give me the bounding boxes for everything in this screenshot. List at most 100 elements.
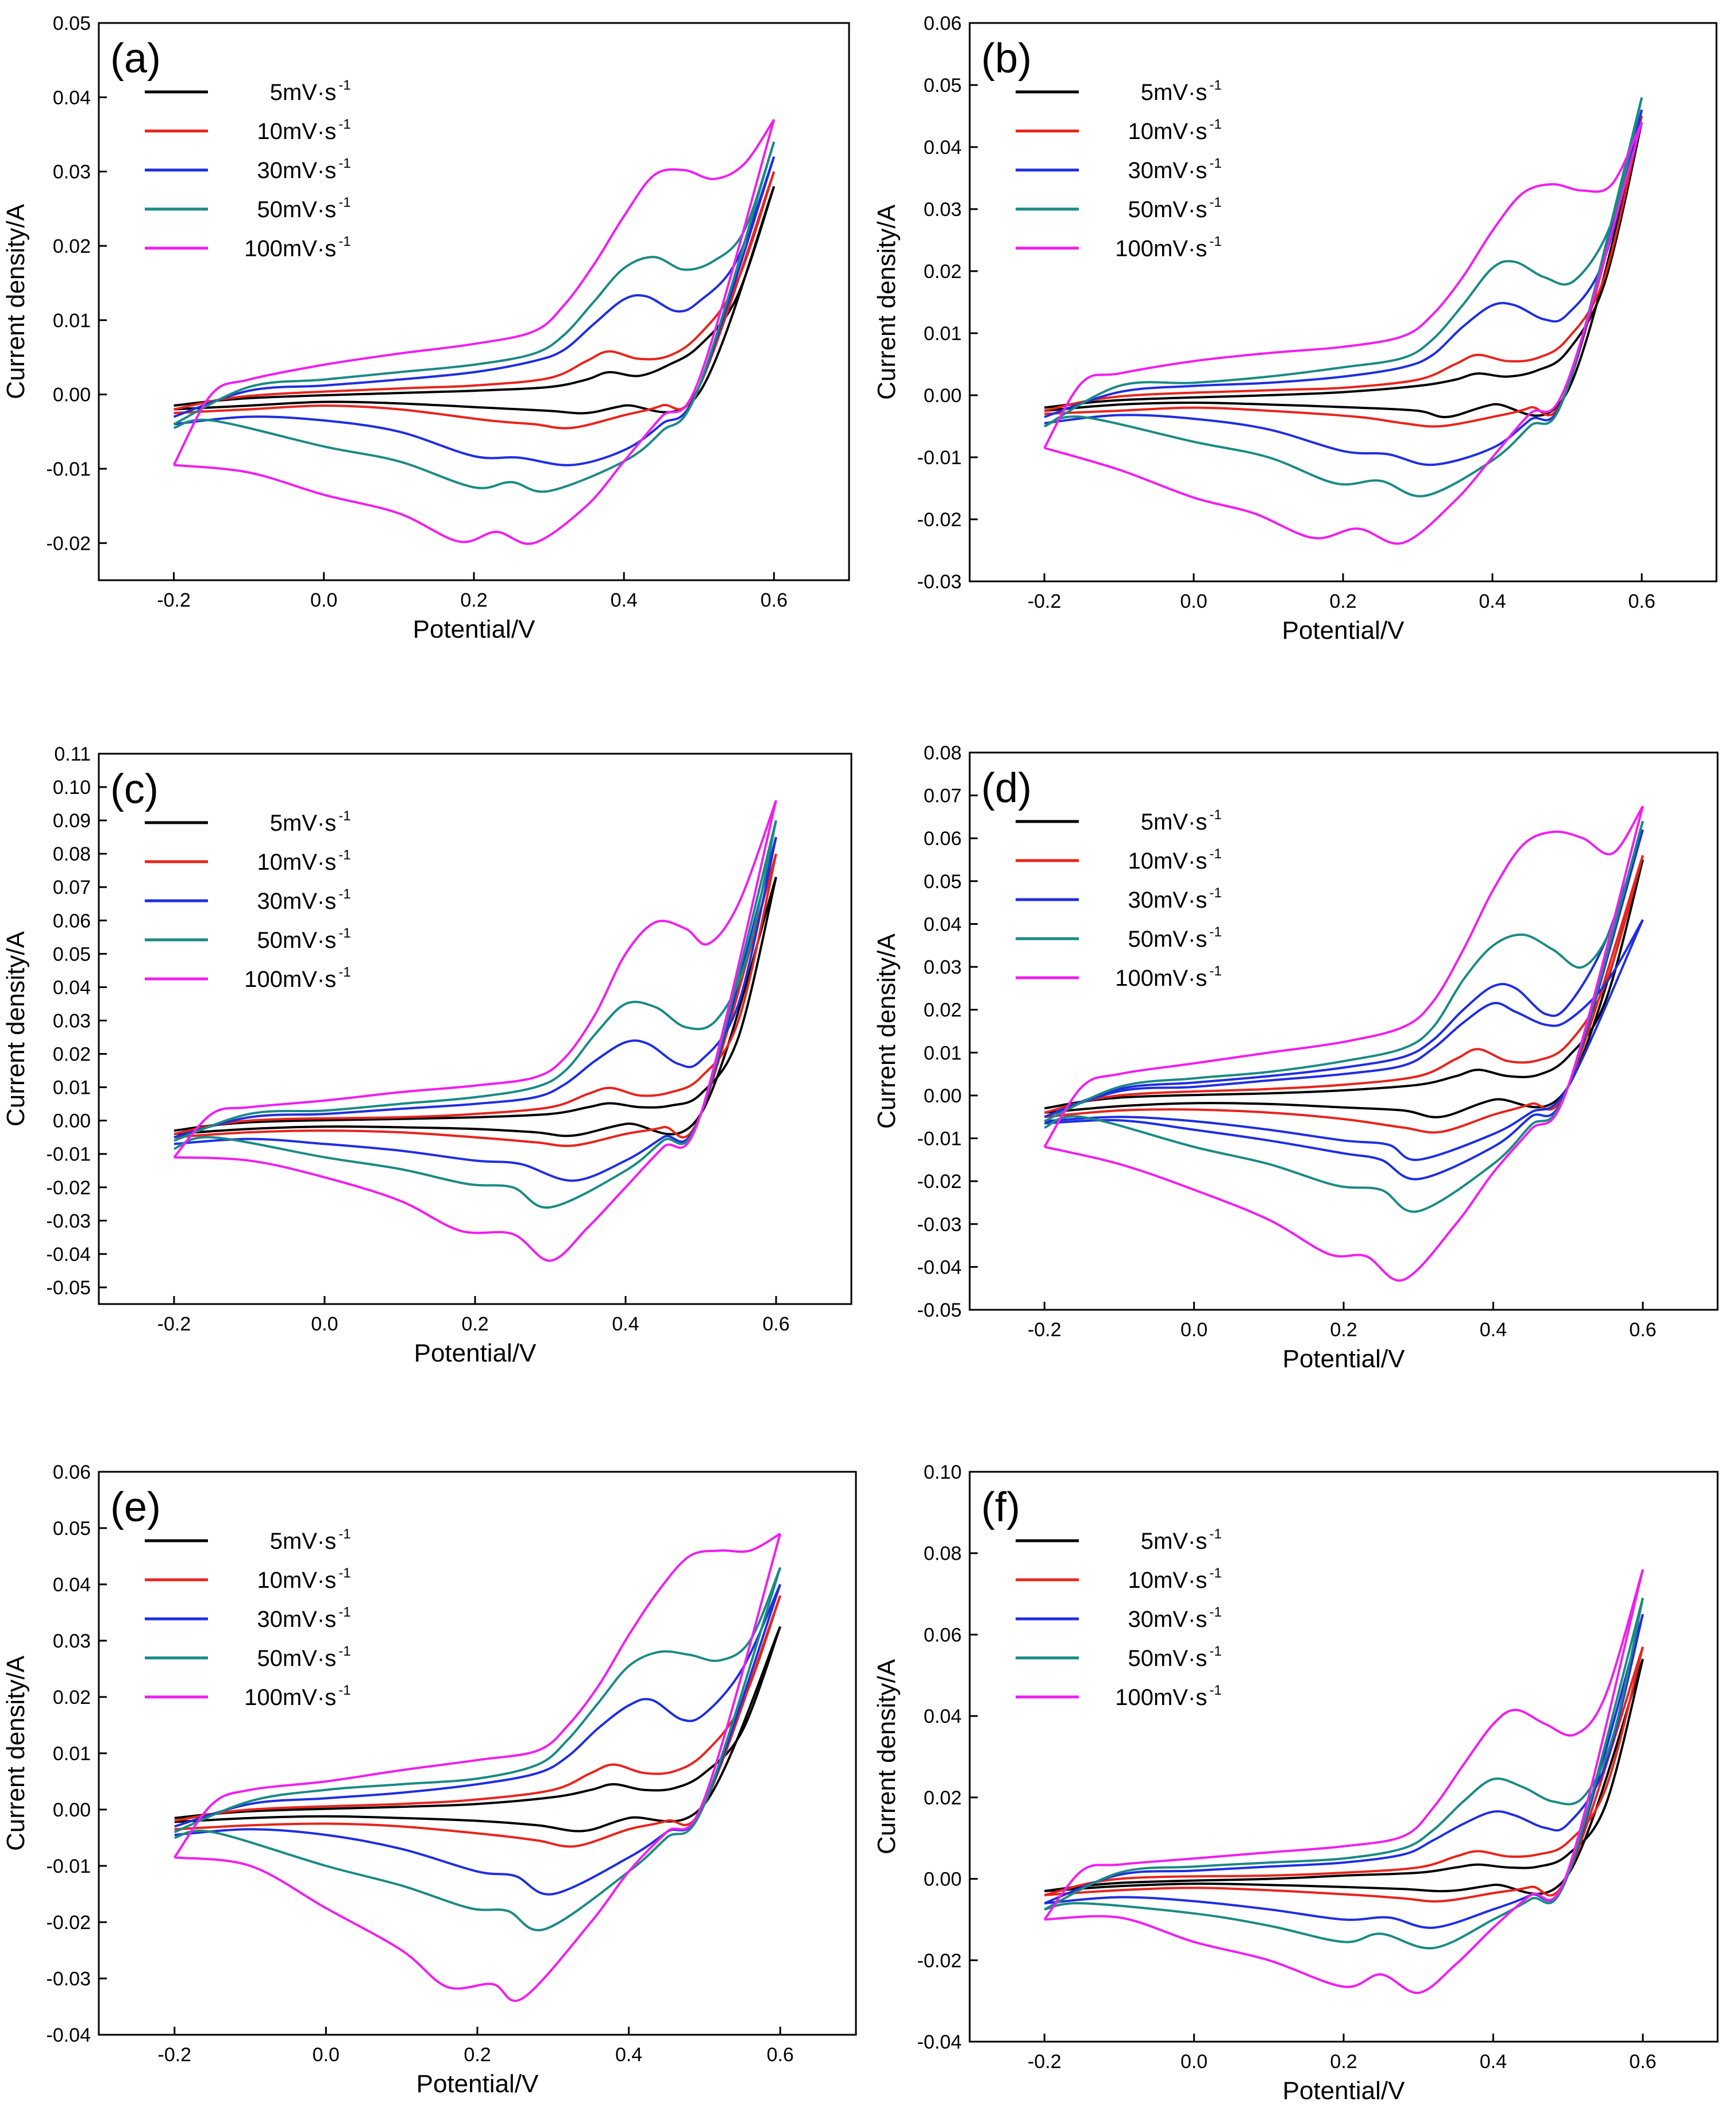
legend-exponent: -1 (338, 1604, 350, 1620)
x-tick-label: 0.6 (762, 1313, 789, 1335)
legend-value: 30 (1128, 158, 1154, 183)
legend-unit: mV·s (283, 1685, 336, 1710)
legend-unit: mV·s (1154, 1607, 1207, 1632)
legend-value: 100 (244, 236, 283, 261)
y-tick-label: -0.03 (917, 571, 962, 593)
legend-exponent: -1 (338, 1683, 350, 1698)
cv-series-anodic (173, 877, 777, 1132)
x-tick-label: -0.2 (158, 2044, 192, 2066)
x-axis-label: Potential/V (1283, 1345, 1405, 1373)
legend-value: 30 (1128, 888, 1154, 913)
x-tick-label: 0.4 (615, 2044, 642, 2066)
legend-unit: mV·s (1154, 1529, 1207, 1554)
legend-exponent: -1 (1209, 1604, 1221, 1620)
legend-unit: mV·s (1154, 927, 1207, 952)
y-tick-label: 0.02 (924, 261, 962, 283)
cv-series-cathodic (173, 141, 776, 493)
x-tick-label: 0.6 (767, 2044, 794, 2066)
legend-unit: mV·s (283, 850, 336, 875)
panel-label: (f) (981, 1484, 1020, 1530)
y-tick-label: 0.03 (924, 199, 962, 221)
y-tick-label: 0.10 (924, 1461, 962, 1483)
cv-series-anodic (1044, 1646, 1644, 1896)
cv-series-cathodic (173, 800, 777, 1262)
cv-series-anodic (174, 1567, 782, 1834)
y-tick-label: 0.01 (53, 1077, 91, 1099)
y-tick-label: 0.08 (924, 742, 962, 764)
legend-value: 50 (1128, 197, 1154, 222)
legend-unit: mV·s (283, 236, 336, 261)
legend-exponent: -1 (338, 1565, 350, 1581)
legend-exponent: -1 (338, 156, 350, 171)
legend-unit: mV·s (1154, 158, 1207, 183)
cv-series-anodic (1044, 1614, 1644, 1904)
y-tick-label: -0.02 (47, 533, 91, 554)
y-tick-label: 0.03 (53, 1630, 91, 1652)
x-tick-label: -0.2 (1028, 1319, 1062, 1341)
legend-exponent: -1 (1209, 1565, 1221, 1581)
y-tick-label: 0.01 (924, 323, 962, 345)
y-tick-label: 0.02 (53, 1044, 91, 1066)
y-tick-label: 0.04 (924, 1706, 962, 1727)
cv-series-anodic (173, 836, 777, 1139)
legend-unit: mV·s (1154, 848, 1207, 874)
legend-exponent: -1 (1209, 234, 1221, 249)
y-tick-label: -0.04 (917, 1256, 962, 1278)
chart-panel-c: -0.2 0.0 0.2 0.4 0.6 -0.05 -0.04 -0.03 -0.02 -0.0… (2, 743, 852, 1367)
legend-unit: mV·s (283, 1529, 336, 1554)
legend-value: 100 (244, 967, 283, 992)
y-tick-label: 0.04 (53, 977, 91, 998)
legend-exponent: -1 (1209, 1683, 1221, 1698)
y-tick-label: -0.03 (47, 1210, 91, 1232)
legend-value: 30 (1128, 1607, 1154, 1632)
x-axis-label: Potential/V (416, 2070, 539, 2098)
legend-unit: mV·s (1154, 966, 1207, 991)
legend-value: 30 (257, 889, 283, 914)
chart-panel-f: -0.2 0.0 0.2 0.4 0.6 -0.04 -0.02 0.00 0.02 0.04 0.… (873, 1461, 1719, 2105)
x-axis-label: Potential/V (413, 615, 535, 643)
chart-panel-e: -0.2 0.0 0.2 0.4 0.6 -0.04 -0.03 -0.02 -0.01 0.00… (2, 1461, 857, 2098)
legend-unit: mV·s (1154, 119, 1207, 144)
y-tick-label: 0.01 (53, 1743, 91, 1765)
legend-unit: mV·s (283, 1568, 336, 1593)
legend-value: 100 (1115, 236, 1154, 261)
cv-series-anodic (174, 1584, 782, 1828)
y-axis-label: Current density/A (2, 203, 30, 399)
cv-series-anodic (1044, 109, 1643, 418)
cv-series-anodic (1044, 97, 1643, 427)
cv-series-anodic (173, 820, 777, 1142)
y-tick-label: 0.01 (924, 1042, 962, 1064)
y-tick-label: 0.11 (54, 743, 91, 765)
x-tick-label: 0.4 (1480, 1319, 1507, 1341)
legend-value: 10 (257, 119, 283, 144)
y-tick-label: -0.05 (917, 1299, 962, 1321)
legend-exponent: -1 (338, 1526, 350, 1542)
y-tick-label: 0.04 (924, 137, 962, 159)
x-tick-label: -0.2 (157, 1313, 191, 1335)
x-tick-label: -0.2 (1028, 591, 1062, 612)
x-tick-label: -0.2 (157, 589, 191, 611)
legend-value: 100 (1115, 1685, 1154, 1710)
legend-unit: mV·s (283, 1607, 336, 1632)
legend-unit: mV·s (1154, 809, 1207, 835)
legend-exponent: -1 (1209, 156, 1221, 171)
y-tick-label: -0.01 (47, 1856, 91, 1877)
cv-series-anodic (1044, 122, 1643, 409)
legend-exponent: -1 (338, 847, 350, 863)
y-tick-label: 0.02 (924, 1000, 962, 1021)
y-tick-label: -0.01 (917, 447, 962, 469)
x-tick-label: 0.0 (313, 2044, 340, 2066)
y-tick-label: -0.04 (917, 2031, 962, 2053)
legend-value: 5 (1141, 809, 1154, 835)
legend-exponent: -1 (338, 195, 350, 210)
y-tick-label: 0.04 (924, 913, 962, 935)
x-axis-label: Potential/V (1283, 2077, 1405, 2105)
x-tick-label: 0.0 (311, 1313, 338, 1335)
legend-value: 50 (257, 197, 283, 222)
legend-value: 5 (270, 1529, 283, 1554)
legend-value: 10 (1128, 848, 1154, 874)
cv-series-anodic (173, 1533, 781, 1858)
legend-exponent: -1 (1209, 195, 1221, 210)
legend-exponent: -1 (338, 808, 350, 824)
